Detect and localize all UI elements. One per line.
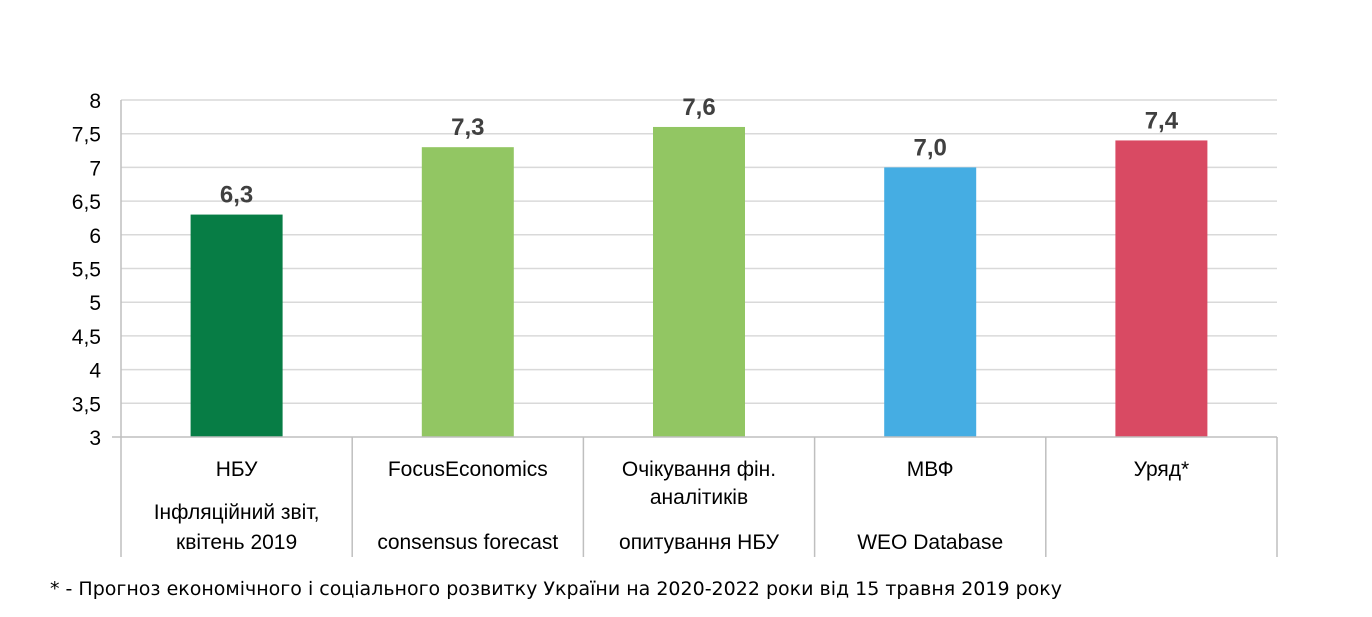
bar (1115, 140, 1208, 437)
bar (653, 126, 745, 438)
data-label: 7,3 (451, 114, 484, 141)
y-tick-label: 4 (89, 360, 101, 383)
category-label: FocusEconomics (388, 458, 548, 481)
y-tick-label: 5,5 (72, 259, 101, 282)
category-label: WEO Database (857, 531, 1003, 554)
y-axis-tick-labels: 3 3,5 4 4,5 5 5,5 6 6,5 7 7,5 8 (72, 90, 102, 450)
data-label: 6,3 (220, 182, 253, 209)
bars (190, 126, 1208, 438)
category-label: Уряд* (1134, 458, 1190, 481)
y-tick-label: 3 (89, 427, 101, 450)
y-tick-label: 7 (89, 157, 101, 180)
bar-chart: 3 3,5 4 4,5 5 5,5 6 6,5 7 7,5 8 6,3 7,3 7,6 7,0 7,4 НБ… (72, 90, 1278, 557)
y-tick-label: 5 (89, 292, 101, 315)
y-tick-label: 7,5 (72, 124, 101, 147)
y-tick-label: 6,5 (72, 191, 101, 214)
bar (884, 167, 977, 437)
category-label: квітень 2019 (176, 531, 297, 554)
bar (421, 147, 514, 437)
data-labels: 6,3 7,3 7,6 7,0 7,4 (220, 94, 1179, 209)
category-label: Очікування фін. (622, 458, 776, 481)
category-label: аналітиків (650, 486, 748, 509)
bar (190, 214, 283, 437)
data-label: 7,0 (914, 134, 947, 161)
data-label: 7,6 (682, 94, 715, 121)
category-label: опитування НБУ (619, 531, 780, 554)
x-axis (112, 100, 1278, 557)
category-label: consensus forecast (377, 531, 558, 554)
data-label: 7,4 (1145, 107, 1179, 134)
category-label: НБУ (216, 458, 258, 481)
y-tick-label: 3,5 (72, 393, 101, 416)
footnote: * - Прогноз економічного і соціального р… (50, 578, 1063, 600)
y-tick-label: 8 (89, 90, 101, 113)
y-tick-label: 4,5 (72, 326, 101, 349)
category-labels: НБУ Інфляційний звіт, квітень 2019 FocusEco… (154, 458, 1190, 554)
category-label: МВФ (907, 458, 954, 481)
y-tick-label: 6 (89, 225, 101, 248)
category-label: Інфляційний звіт, (154, 501, 320, 524)
